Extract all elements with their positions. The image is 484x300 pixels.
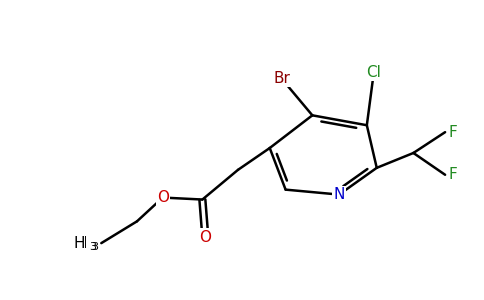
Text: F: F	[448, 125, 457, 140]
Text: Br: Br	[273, 71, 290, 86]
Text: H: H	[74, 236, 86, 250]
Text: O: O	[199, 230, 212, 245]
Text: N: N	[333, 187, 345, 202]
Text: Cl: Cl	[366, 65, 381, 80]
Text: H: H	[76, 236, 88, 250]
Text: F: F	[448, 167, 457, 182]
Text: 3: 3	[91, 242, 98, 252]
Text: O: O	[157, 190, 169, 205]
Text: 3: 3	[90, 242, 96, 252]
